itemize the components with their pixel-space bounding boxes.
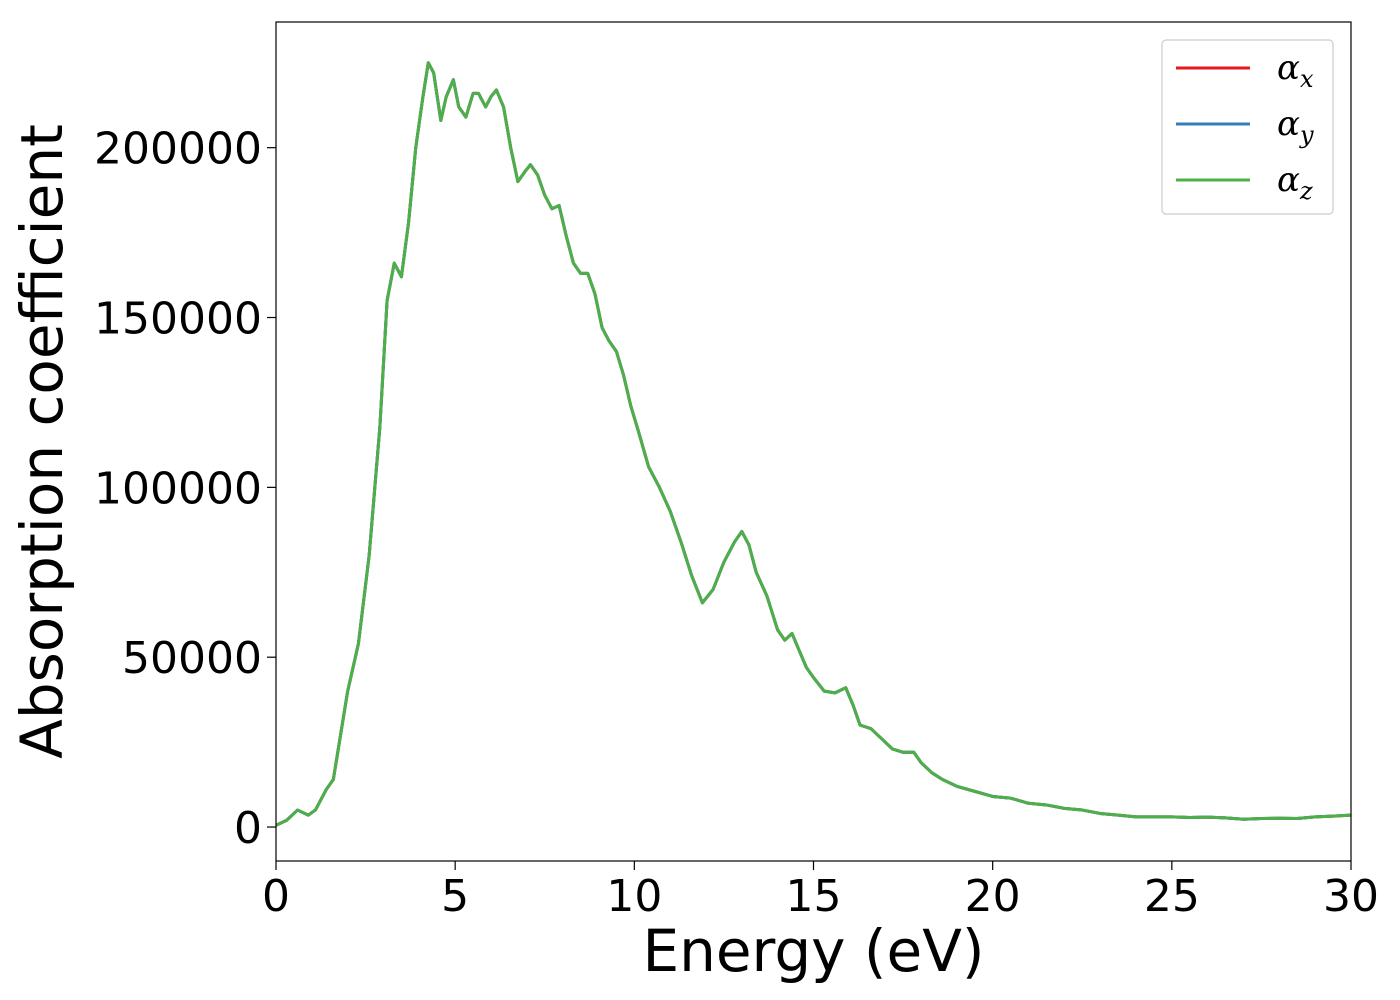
y-tick-label: 100000 xyxy=(94,463,262,514)
y-tick-label: 50000 xyxy=(122,633,262,684)
legend-label: αx xyxy=(1277,48,1314,93)
legend-label: αz xyxy=(1277,160,1313,205)
y-tick-label: 150000 xyxy=(94,294,262,345)
x-tick-label: 5 xyxy=(441,871,469,922)
y-tick-label: 0 xyxy=(234,803,262,854)
y-tick-label: 200000 xyxy=(94,124,262,175)
x-axis: 0 5 10 15 20 25 30 xyxy=(262,861,1379,922)
series-layer xyxy=(276,61,1351,827)
x-tick-label: 0 xyxy=(262,871,290,922)
legend-items: αx αy αz xyxy=(1176,48,1314,205)
x-tick-label: 15 xyxy=(786,871,842,922)
legend-box xyxy=(1161,39,1334,215)
series-line-3 xyxy=(276,61,1351,827)
y-axis: 0 50000 100000 150000 200000 xyxy=(94,124,276,854)
x-tick-label: 10 xyxy=(606,871,662,922)
legend-label: αy xyxy=(1277,104,1314,149)
y-axis-label: Absorption coefficient xyxy=(8,124,76,759)
x-tick-label: 25 xyxy=(1144,871,1200,922)
legend: αx αy αz xyxy=(1161,39,1334,215)
x-tick-label: 20 xyxy=(965,871,1021,922)
x-tick-label: 30 xyxy=(1323,871,1379,922)
x-axis-label: Energy (eV) xyxy=(642,917,984,985)
